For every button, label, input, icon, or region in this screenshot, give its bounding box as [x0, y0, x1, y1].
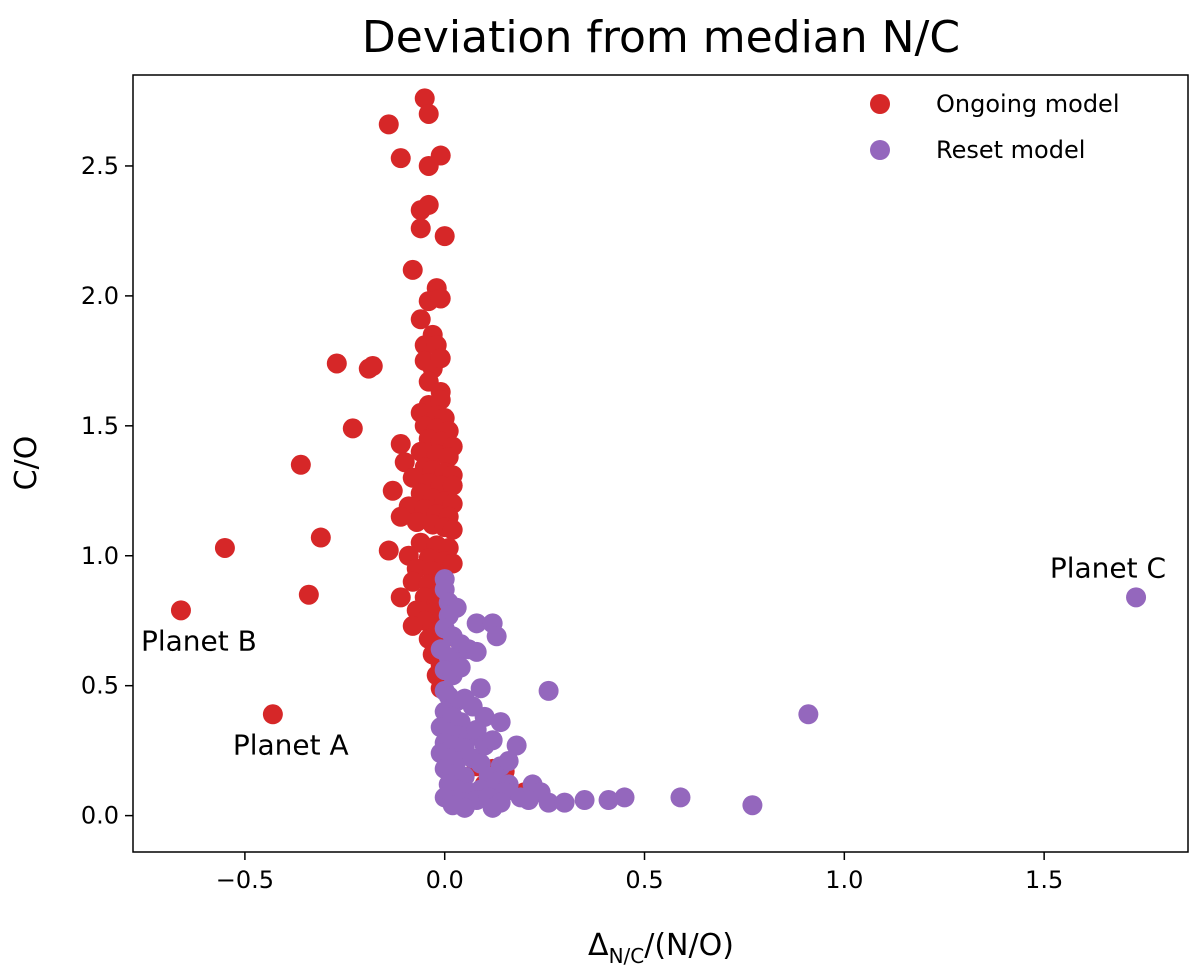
legend-label: Reset model — [936, 136, 1085, 164]
y-axis-ticks: 0.0 0.5 1.0 1.5 2.0 2.5 — [81, 152, 133, 830]
y-tick-label: 0.0 — [81, 802, 119, 830]
ongoing-model-point — [390, 148, 411, 169]
ongoing-model-point — [298, 584, 319, 605]
ongoing-model-point — [390, 587, 411, 608]
reset-model-point — [482, 730, 503, 751]
reset-model-point — [1126, 587, 1147, 608]
reset-model-point — [454, 797, 475, 818]
ongoing-model-point — [310, 527, 331, 548]
reset-model-point — [798, 704, 819, 725]
reset-model-point — [490, 712, 511, 733]
ongoing-model-point — [262, 704, 283, 725]
ongoing-model-point — [402, 615, 423, 636]
y-tick-label: 1.5 — [81, 412, 119, 440]
point-annotation: Planet C — [1050, 551, 1166, 584]
ongoing-model-point — [362, 356, 383, 377]
y-tick-label: 1.0 — [81, 542, 119, 570]
reset-model-point — [470, 678, 491, 699]
reset-model-point — [670, 787, 691, 808]
ongoing-model-point — [390, 506, 411, 527]
ongoing-model-point — [326, 353, 347, 374]
ongoing-model-point — [418, 194, 439, 215]
legend-label: Ongoing model — [936, 90, 1120, 118]
reset-model-point — [466, 613, 487, 634]
ongoing-model-point — [378, 540, 399, 561]
x-tick-label: 1.0 — [825, 866, 863, 894]
reset-model-point — [466, 719, 487, 740]
ongoing-model-point — [410, 218, 431, 239]
ongoing-model-point — [378, 114, 399, 135]
reset-model-point — [506, 735, 527, 756]
plot-area-frame — [132, 74, 1189, 853]
y-tick-label: 2.5 — [81, 152, 119, 180]
annotations: Planet A Planet B Planet C — [141, 551, 1166, 761]
reset-model-point — [614, 787, 635, 808]
x-tick-label: 1.5 — [1025, 866, 1063, 894]
reset-model-point — [574, 790, 595, 811]
reset-model-point — [538, 792, 559, 813]
reset-model-point — [482, 797, 503, 818]
ongoing-model-point — [394, 452, 415, 473]
x-tick-label: 0.5 — [625, 866, 663, 894]
x-axis-ticks: −0.5 0.0 0.5 1.0 1.5 — [216, 852, 1063, 894]
y-tick-label: 2.0 — [81, 282, 119, 310]
ongoing-model-point — [382, 480, 403, 501]
ongoing-model-point — [442, 519, 463, 540]
reset-model-point — [486, 626, 507, 647]
reset-model-point — [466, 641, 487, 662]
chart-title: Deviation from median N/C — [362, 12, 960, 63]
reset-model-point — [538, 680, 559, 701]
x-axis-title: ΔN/C/(N/O) — [588, 928, 734, 968]
ongoing-model-point — [390, 434, 411, 455]
y-tick-label: 0.5 — [81, 672, 119, 700]
point-annotation: Planet A — [233, 728, 349, 761]
ongoing-model-point — [430, 288, 451, 309]
ongoing-model-point — [402, 467, 423, 488]
ongoing-model-point — [402, 259, 423, 280]
ongoing-model-point — [290, 454, 311, 475]
x-axis-title-main: Δ — [588, 928, 609, 963]
reset-model-point — [598, 790, 619, 811]
ongoing-model-point — [430, 389, 451, 410]
ongoing-model-point — [402, 571, 423, 592]
ongoing-model-point — [410, 309, 431, 330]
ongoing-model-point — [442, 475, 463, 496]
x-axis-title-subscript: N/C — [609, 944, 645, 968]
x-tick-label: 0.0 — [426, 866, 464, 894]
reset-model-point — [742, 795, 763, 816]
ongoing-model-point — [414, 88, 435, 109]
y-axis-title: C/O — [9, 436, 44, 491]
x-axis-title-rest: /(N/O) — [644, 928, 734, 963]
ongoing-model-point — [418, 103, 439, 124]
reset-model-point — [450, 657, 471, 678]
ongoing-model-point — [170, 600, 191, 621]
ongoing-model-point — [430, 348, 451, 369]
ongoing-model-point — [410, 532, 431, 553]
ongoing-model-point — [406, 511, 427, 532]
ongoing-model-point — [418, 155, 439, 176]
ongoing-model-point — [442, 553, 463, 574]
ongoing-model-point — [214, 537, 235, 558]
legend-marker — [870, 94, 890, 114]
ongoing-model-point — [434, 226, 455, 247]
reset-model-point — [554, 792, 575, 813]
points-layer — [170, 88, 1147, 818]
ongoing-model-point — [342, 418, 363, 439]
ongoing-model-point — [410, 441, 431, 462]
reset-model-point — [518, 790, 539, 811]
point-annotation: Planet B — [141, 624, 257, 657]
reset-model-point — [498, 751, 519, 772]
legend: Ongoing model Reset model — [870, 90, 1120, 164]
ongoing-model-point — [438, 447, 459, 468]
x-tick-label: −0.5 — [216, 866, 274, 894]
legend-marker — [870, 140, 890, 160]
